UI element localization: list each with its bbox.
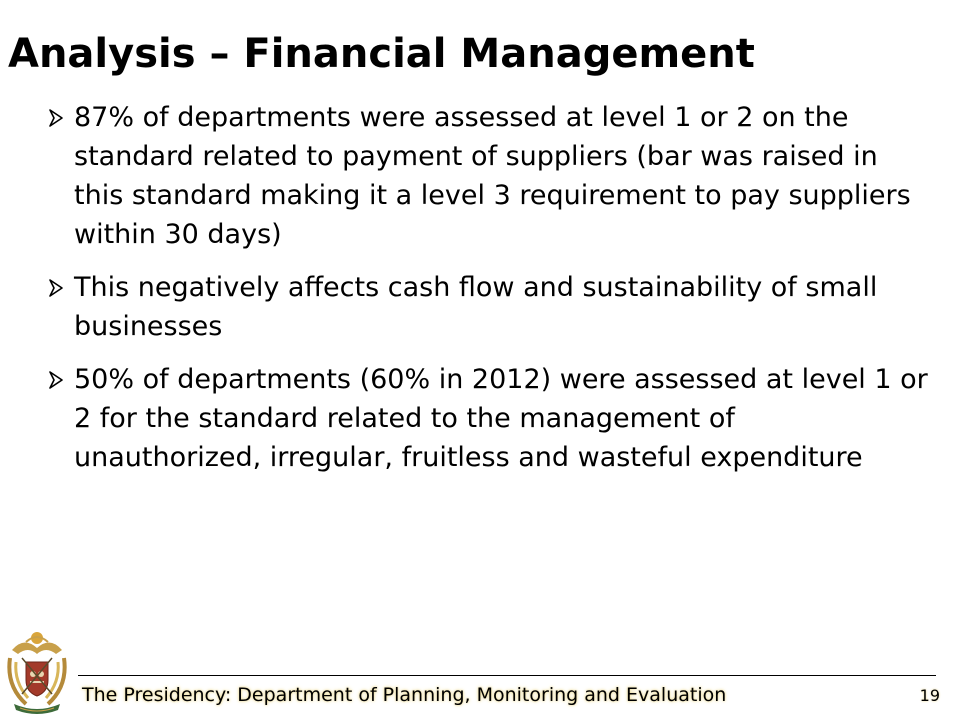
slide-title: Analysis – Financial Management [8,31,755,77]
footer-organisation: The Presidency: Department of Planning, … [82,684,727,706]
arrowhead-bullet-icon [49,109,63,127]
arrowhead-bullet-icon [49,279,63,297]
page-number: 19 [919,686,940,705]
bullet-text: 50% of departments (60% in 2012) were as… [74,364,928,473]
bullet-item: 50% of departments (60% in 2012) were as… [48,360,928,477]
bullet-text: This negatively affects cash flow and su… [74,272,878,342]
bullet-item: This negatively affects cash flow and su… [48,268,928,346]
bullet-text: 87% of departments were assessed at leve… [74,102,911,250]
coat-of-arms-icon [7,632,67,714]
footer-divider [78,675,936,676]
arrowhead-bullet-icon [49,371,63,389]
bullet-item: 87% of departments were assessed at leve… [48,98,928,254]
bullet-list: 87% of departments were assessed at leve… [48,98,928,491]
